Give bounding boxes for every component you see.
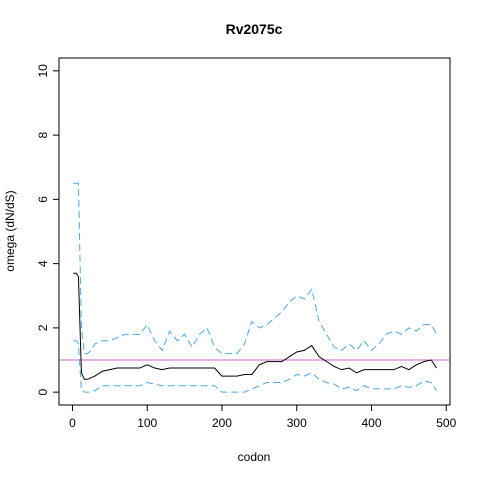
x-tick-label: 100 (137, 416, 157, 430)
y-tick-label: 0 (36, 388, 50, 395)
y-axis-label: omega (dN/dS) (3, 190, 17, 271)
x-axis-label: codon (238, 450, 271, 464)
x-tick-label: 200 (212, 416, 232, 430)
series-line (73, 182, 437, 355)
y-tick-label: 10 (36, 64, 50, 78)
y-tick-label: 6 (36, 196, 50, 203)
y-tick-label: 4 (36, 260, 50, 267)
x-tick-label: 400 (361, 416, 381, 430)
y-tick-label: 2 (36, 324, 50, 331)
chart-title: Rv2075c (226, 21, 283, 37)
series-line (73, 340, 437, 393)
x-tick-label: 500 (436, 416, 456, 430)
series-line (73, 272, 437, 380)
y-tick-label: 8 (36, 131, 50, 138)
x-tick-label: 300 (287, 416, 307, 430)
x-tick-label: 0 (69, 416, 76, 430)
plot-frame (58, 57, 451, 406)
